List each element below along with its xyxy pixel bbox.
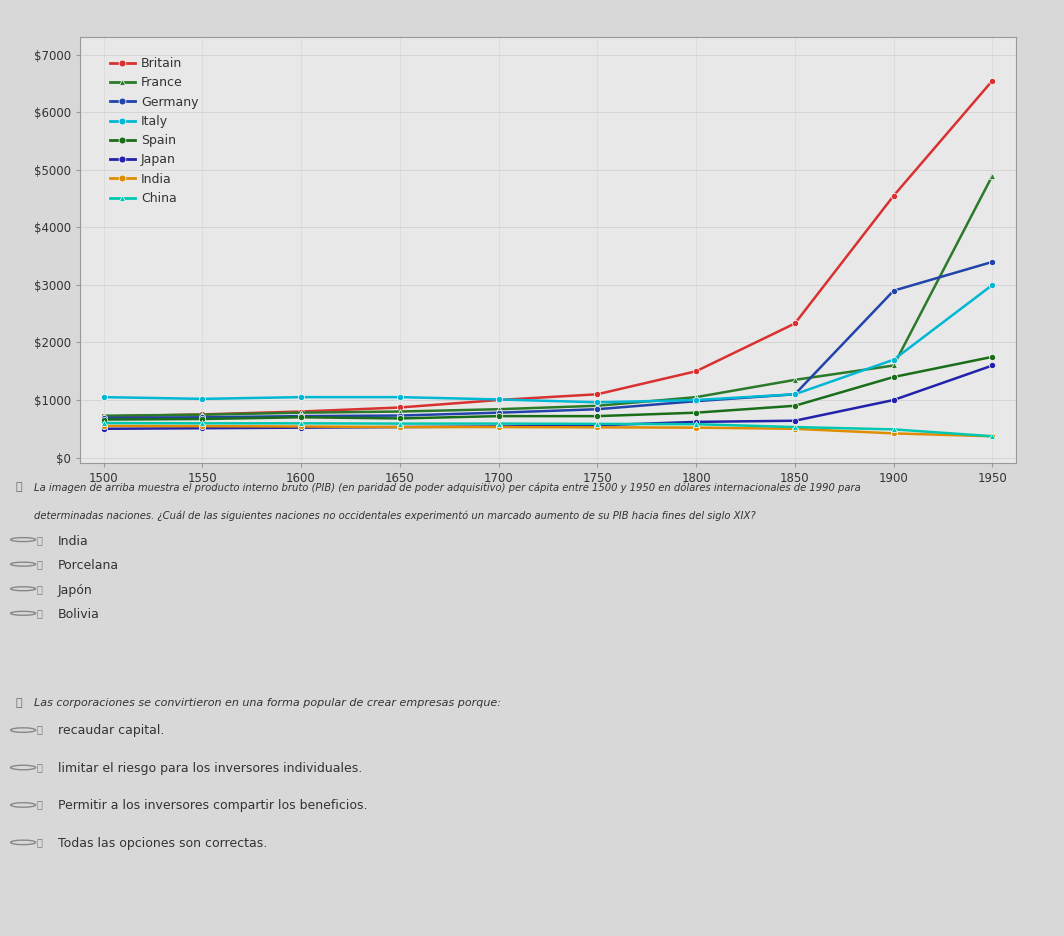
Text: 🎧: 🎧 (16, 698, 22, 709)
Text: 🎧: 🎧 (36, 534, 43, 545)
Text: 🎧: 🎧 (36, 608, 43, 619)
Text: Todas las opciones son correctas.: Todas las opciones son correctas. (57, 837, 267, 850)
Text: Las corporaciones se convirtieron en una forma popular de crear empresas porque:: Las corporaciones se convirtieron en una… (34, 698, 500, 709)
Text: 🎧: 🎧 (36, 559, 43, 569)
Text: Japón: Japón (57, 584, 93, 597)
Text: Bolivia: Bolivia (57, 608, 99, 622)
Legend: Britain, France, Germany, Italy, Spain, Japan, India, China: Britain, France, Germany, Italy, Spain, … (104, 52, 203, 210)
Text: determinadas naciones. ¿Cuál de las siguientes naciones no occidentales experime: determinadas naciones. ¿Cuál de las sigu… (34, 510, 755, 520)
Text: 🎧: 🎧 (36, 837, 43, 847)
Text: recaudar capital.: recaudar capital. (57, 724, 164, 738)
Text: La imagen de arriba muestra el producto interno bruto (PIB) (en paridad de poder: La imagen de arriba muestra el producto … (34, 482, 861, 492)
Text: India: India (57, 534, 88, 548)
Text: Porcelana: Porcelana (57, 559, 119, 572)
Text: 🎧: 🎧 (36, 762, 43, 772)
Text: 🎧: 🎧 (36, 584, 43, 593)
Text: 🎧: 🎧 (36, 724, 43, 735)
Text: 🎧: 🎧 (36, 799, 43, 810)
Text: limitar el riesgo para los inversores individuales.: limitar el riesgo para los inversores in… (57, 762, 362, 775)
Text: 🎧: 🎧 (16, 482, 22, 492)
Text: Permitir a los inversores compartir los beneficios.: Permitir a los inversores compartir los … (57, 799, 367, 812)
